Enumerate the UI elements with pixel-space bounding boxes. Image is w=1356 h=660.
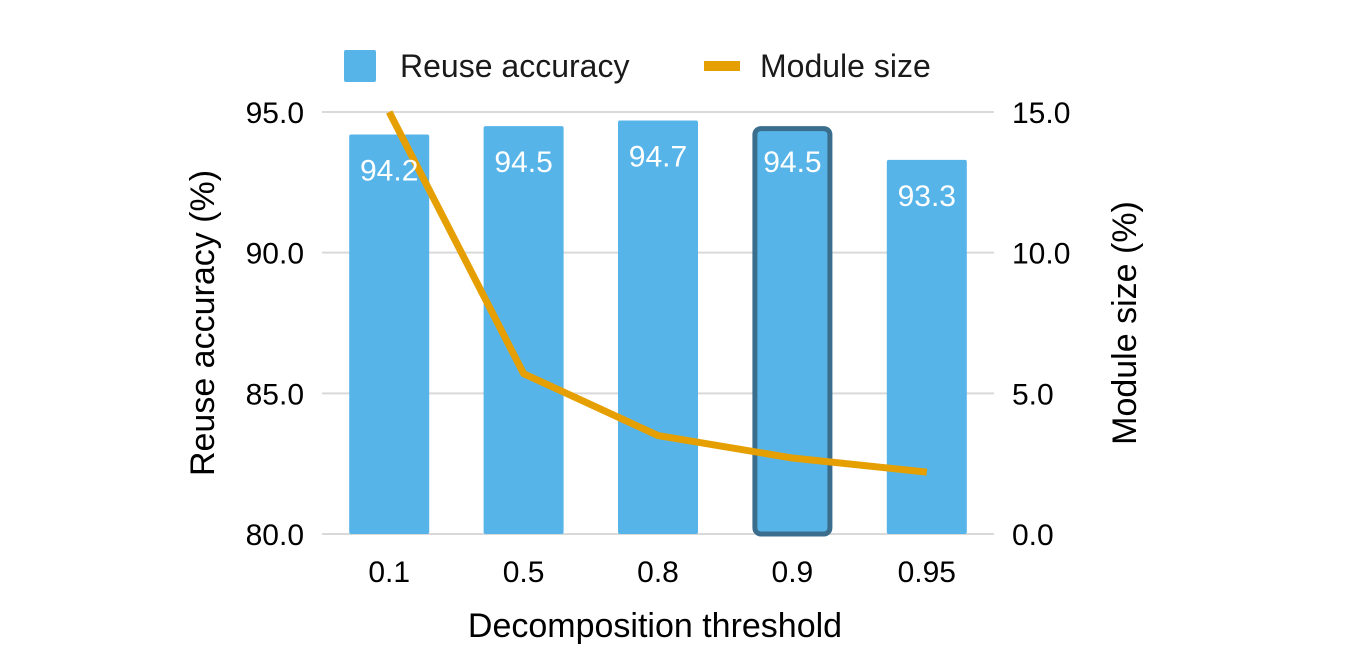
legend-label-module-size: Module size	[760, 48, 931, 84]
bar-value-label: 94.2	[360, 155, 418, 188]
bar-reuse-accuracy	[349, 134, 430, 535]
y-tick-label: 85.0	[246, 378, 304, 411]
bars	[349, 120, 967, 537]
x-tick-label: 0.5	[503, 556, 545, 589]
y-tick-label: 90.0	[246, 238, 304, 271]
y2-tick-label: 5.0	[1012, 378, 1054, 411]
axes: 80.0 85.0 90.0 95.0 0.0 5.0 10.0 15.0 0.1 0.5 0.8 0…	[246, 97, 1071, 589]
x-tick-label: 0.95	[898, 556, 956, 589]
y-tick-label: 95.0	[246, 97, 304, 130]
legend: Reuse accuracy Module size	[344, 48, 931, 84]
legend-swatch-module-size	[704, 61, 740, 71]
bar-value-label: 94.5	[763, 146, 821, 179]
y2-tick-label: 10.0	[1012, 238, 1070, 271]
x-tick-label: 0.9	[772, 556, 814, 589]
bar-reuse-accuracy	[886, 159, 967, 534]
y2-tick-label: 15.0	[1012, 97, 1070, 130]
x-tick-label: 0.8	[637, 556, 679, 589]
x-axis-title: Decomposition threshold	[468, 607, 842, 645]
bar-value-label: 93.3	[898, 180, 956, 213]
bar-reuse-accuracy	[752, 126, 833, 537]
bar-reuse-accuracy	[618, 120, 698, 534]
data-labels: 94.2 94.5 94.7 94.5 93.3	[360, 140, 956, 212]
bar-value-label: 94.5	[494, 146, 552, 179]
y2-axis-title: Module size (%)	[1106, 201, 1144, 445]
module-size-line-group	[386, 110, 928, 476]
bar-reuse-accuracy	[483, 126, 564, 535]
legend-label-reuse-accuracy: Reuse accuracy	[400, 48, 629, 84]
y-axis-title: Reuse accuracy (%)	[184, 170, 222, 476]
bar-value-label: 94.7	[629, 140, 687, 173]
x-tick-label: 0.1	[368, 556, 410, 589]
y2-tick-label: 0.0	[1012, 519, 1054, 552]
legend-swatch-reuse-accuracy	[344, 50, 376, 82]
y-tick-label: 80.0	[246, 519, 304, 552]
